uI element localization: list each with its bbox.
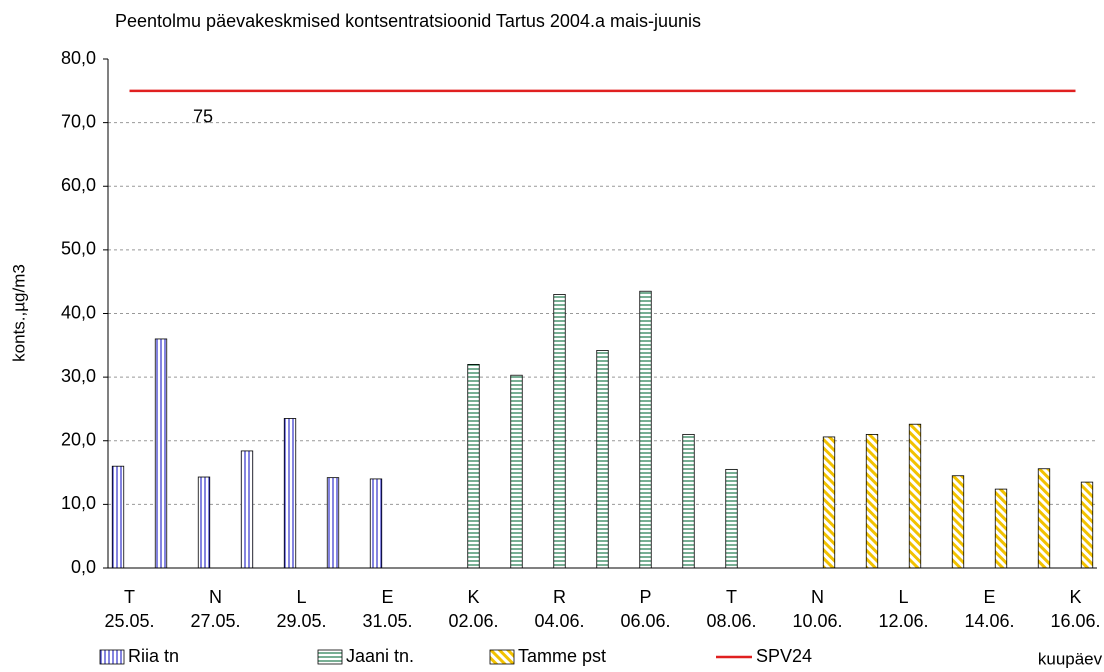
x-tick-label: N xyxy=(811,587,824,607)
x-tick-label: L xyxy=(296,587,306,607)
bar xyxy=(510,374,523,569)
x-tick-label: 06.06. xyxy=(620,611,670,631)
bar xyxy=(908,423,922,569)
bar xyxy=(197,476,211,569)
legend-label: Tamme pst xyxy=(518,646,606,666)
bar xyxy=(283,418,297,569)
bar xyxy=(682,433,695,569)
x-tick-label: 04.06. xyxy=(534,611,584,631)
y-tick-label: 50,0 xyxy=(61,239,96,259)
bar xyxy=(1080,481,1094,569)
bar xyxy=(154,338,168,569)
legend-label: Riia tn xyxy=(128,646,179,666)
x-axis-label: kuupäev xyxy=(1038,649,1103,668)
bar xyxy=(111,465,125,569)
x-tick-label: 02.06. xyxy=(448,611,498,631)
legend-swatch xyxy=(489,649,515,665)
annotation: 75 xyxy=(193,107,213,127)
x-tick-label: N xyxy=(209,587,222,607)
bar xyxy=(596,350,609,569)
chart-title: Peentolmu päevakeskmised kontsentratsioo… xyxy=(115,11,701,31)
y-tick-label: 20,0 xyxy=(61,430,96,450)
bar xyxy=(725,468,738,569)
x-tick-label: K xyxy=(467,587,479,607)
y-axis-label: konts.,µg/m3 xyxy=(9,264,28,362)
y-tick-label: 60,0 xyxy=(61,175,96,195)
x-tick-label: 29.05. xyxy=(276,611,326,631)
x-tick-label: R xyxy=(553,587,566,607)
bar xyxy=(240,450,254,569)
legend-swatch xyxy=(317,649,343,665)
bar xyxy=(639,290,652,569)
x-tick-label: E xyxy=(983,587,995,607)
x-tick-label: L xyxy=(898,587,908,607)
legend-label: Jaani tn. xyxy=(346,646,414,666)
bar xyxy=(369,478,383,569)
x-tick-label: 16.06. xyxy=(1050,611,1100,631)
x-tick-label: T xyxy=(124,587,135,607)
y-tick-label: 40,0 xyxy=(61,302,96,322)
y-tick-label: 10,0 xyxy=(61,493,96,513)
bar xyxy=(1037,468,1051,569)
bar xyxy=(951,475,965,569)
x-tick-label: 12.06. xyxy=(878,611,928,631)
bar xyxy=(822,436,836,569)
y-tick-label: 80,0 xyxy=(61,48,96,68)
x-tick-label: P xyxy=(639,587,651,607)
y-tick-label: 0,0 xyxy=(71,557,96,577)
bar xyxy=(865,433,879,569)
x-tick-label: K xyxy=(1069,587,1081,607)
x-tick-label: 31.05. xyxy=(362,611,412,631)
x-tick-label: 10.06. xyxy=(792,611,842,631)
legend-label: SPV24 xyxy=(756,646,812,666)
legend-swatch xyxy=(99,649,125,665)
bar xyxy=(326,477,340,569)
bar xyxy=(553,294,566,569)
x-tick-label: 08.06. xyxy=(706,611,756,631)
x-tick-label: E xyxy=(381,587,393,607)
bar xyxy=(467,363,480,569)
x-tick-label: 27.05. xyxy=(190,611,240,631)
bar xyxy=(994,488,1008,569)
x-tick-label: 14.06. xyxy=(964,611,1014,631)
x-tick-label: 25.05. xyxy=(104,611,154,631)
y-tick-label: 30,0 xyxy=(61,366,96,386)
x-tick-label: T xyxy=(726,587,737,607)
y-tick-label: 70,0 xyxy=(61,111,96,131)
